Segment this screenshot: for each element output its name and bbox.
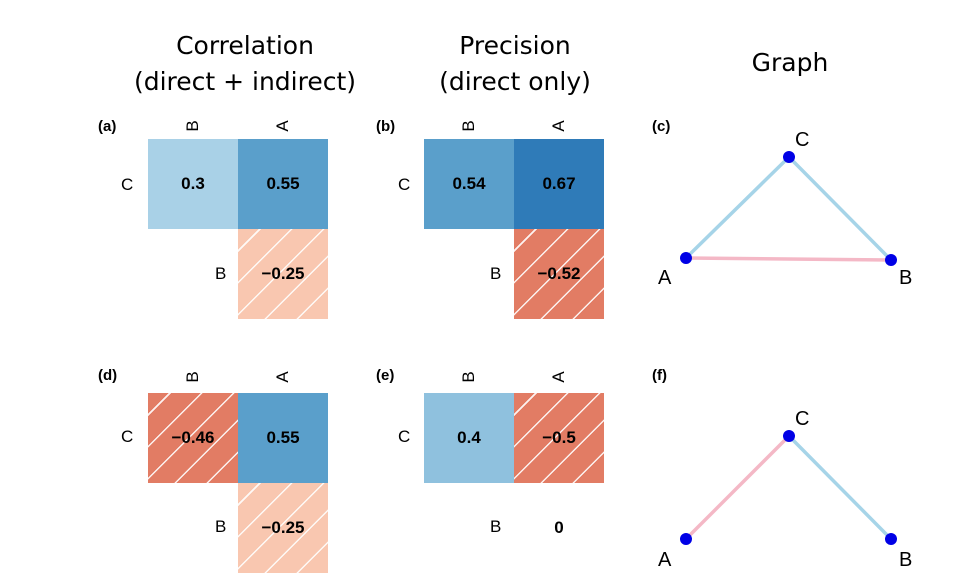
cell-value: 0.55 [266,174,300,193]
edge-c-AB [685,256,892,262]
row-label-d-2: B [215,517,227,536]
edge-f-AC [684,434,791,541]
matrix-cell-e-CA: −0.5 [514,393,604,483]
panel-label-e: (e) [376,367,395,384]
node-c-A [680,252,692,264]
cell-value: 0.67 [542,174,576,193]
cell-value: 0.3 [181,174,205,193]
header-correlation-line1: Correlation [176,31,314,60]
matrix-cell-b-CB: 0.54 [424,139,514,229]
header-correlation-line2: (direct + indirect) [133,67,357,96]
node-label-c-B: B [899,267,912,289]
edge-f-CB [787,434,893,541]
matrix-cell-d-BA: −0.25 [238,483,328,573]
matrix-cell-a-CA: 0.55 [238,139,328,229]
panel-label-c: (c) [652,118,671,135]
cell-value: −0.5 [542,428,576,447]
header-correlation: Correlation (direct + indirect) [130,28,360,100]
cell-value: 0.4 [457,428,481,447]
cell-value: −0.46 [171,428,215,447]
edge-c-AC [684,155,791,260]
cell-value: −0.52 [537,264,581,283]
matrix-cell-d-CB: −0.46 [148,393,238,483]
panel-label-d: (d) [98,367,118,384]
cell-value: 0 [554,518,564,537]
row-label-b-1: C [398,175,411,194]
row-label-a-2: B [215,264,227,283]
node-label-f-C: C [795,408,809,430]
node-f-A [680,533,692,545]
row-label-e-1: C [398,427,411,446]
cell-value: −0.25 [261,264,305,283]
node-label-f-A: A [658,549,672,571]
matrix-cell-a-BA: −0.25 [238,229,328,319]
matrix-cell-e-CB: 0.4 [424,393,514,483]
node-c-C [783,151,795,163]
cell-value: 0.54 [452,174,486,193]
cell-value: −0.25 [261,518,305,537]
panel-label-a: (a) [98,118,117,135]
panel-label-b: (b) [376,118,396,135]
node-label-f-B: B [899,549,912,571]
row-label-b-2: B [490,264,502,283]
row-label-a-1: C [121,175,134,194]
node-label-c-A: A [658,267,672,289]
panel-label-f: (f) [652,367,667,384]
row-label-d-1: C [121,427,134,446]
row-label-e-2: B [490,517,502,536]
matrix-cell-d-CA: 0.55 [238,393,328,483]
header-graph-line: Graph [751,48,829,77]
matrix-cell-a-CB: 0.3 [148,139,238,229]
edge-c-CB [787,155,893,262]
header-graph: Graph [740,45,840,81]
node-label-c-C: C [795,129,809,151]
header-precision-line2: (direct only) [439,67,591,96]
matrix-cell-b-BA: −0.52 [514,229,604,319]
cell-value: 0.55 [266,428,300,447]
node-f-C [783,430,795,442]
header-precision: Precision (direct only) [410,28,620,100]
matrix-cell-b-CA: 0.67 [514,139,604,229]
node-c-B [885,254,897,266]
header-precision-line1: Precision [459,31,571,60]
matrix-cell-e-BA: 0 [514,483,604,573]
node-f-B [885,533,897,545]
